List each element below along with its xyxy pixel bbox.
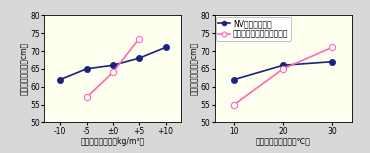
X-axis label: 単位水量の増減（kg/m³）: 単位水量の増減（kg/m³） [81, 137, 145, 146]
Legend: NVコンクリート, 一般の高流動コンクリート: NVコンクリート, 一般の高流動コンクリート [216, 17, 291, 41]
Y-axis label: スランプフロー（cm）: スランプフロー（cm） [190, 42, 199, 95]
X-axis label: コンクリート温度（℃）: コンクリート温度（℃） [256, 137, 310, 146]
Y-axis label: スランプフロー（cm）: スランプフロー（cm） [20, 42, 29, 95]
